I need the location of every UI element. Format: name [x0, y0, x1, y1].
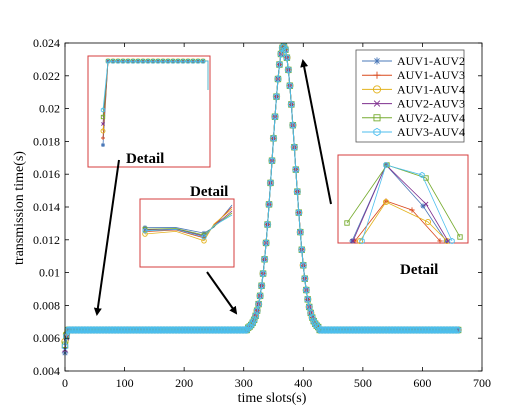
inset-series — [100, 58, 209, 113]
y-tick-label: 0.022 — [33, 69, 60, 83]
legend-label: AUV2-AUV3 — [397, 97, 465, 111]
x-tick-label: 300 — [235, 376, 253, 390]
legend-item: AUV2-AUV4 — [362, 111, 465, 125]
legend-item: AUV1-AUV4 — [362, 82, 465, 96]
y-tick-label: 0.01 — [39, 266, 60, 280]
detail-arrow-2 — [206, 271, 238, 315]
inset-series — [352, 198, 443, 244]
y-tick-label: 0.02 — [39, 102, 60, 116]
x-tick-label: 200 — [175, 376, 193, 390]
x-tick-label: 100 — [116, 376, 134, 390]
y-axis-label: transmission time(s) — [12, 151, 27, 265]
inset-series — [142, 214, 233, 240]
legend-item: AUV1-AUV3 — [362, 68, 465, 82]
x-axis-label: time slots(s) — [238, 391, 307, 406]
x-tick-label: 0 — [62, 376, 68, 390]
legend-item: AUV2-AUV3 — [362, 97, 465, 111]
y-tick-label: 0.006 — [33, 331, 60, 345]
inset-series — [344, 162, 463, 240]
detail-arrow-1 — [93, 159, 120, 316]
series-auv3-auv4 — [61, 42, 462, 351]
inset-series — [142, 208, 233, 244]
detail-arrow-3 — [300, 59, 332, 205]
legend-label: AUV1-AUV4 — [397, 82, 465, 96]
x-tick-label: 400 — [294, 376, 312, 390]
series-markers — [61, 42, 462, 351]
y-tick-label: 0.014 — [33, 200, 60, 214]
plot-area — [61, 42, 462, 357]
x-tick-label: 500 — [354, 376, 372, 390]
legend: AUV1-AUV2AUV1-AUV3AUV1-AUV4AUV2-AUV3AUV2… — [355, 49, 465, 143]
legend-label: AUV1-AUV2 — [397, 54, 465, 68]
y-tick-label: 0.016 — [33, 167, 60, 181]
inset-series — [359, 161, 455, 245]
legend-label: AUV1-AUV3 — [397, 68, 465, 82]
detail-inset-top-left — [87, 55, 211, 168]
legend-label: AUV3-AUV4 — [397, 125, 465, 139]
detail-label-1: Detail — [126, 151, 164, 167]
detail-inset-middle — [139, 198, 235, 268]
legend-item: AUV1-AUV2 — [362, 54, 465, 68]
y-tick-label: 0.024 — [33, 36, 60, 50]
y-tick-label: 0.018 — [33, 134, 60, 148]
legend-item: AUV3-AUV4 — [362, 125, 465, 139]
x-tick-label: 700 — [473, 376, 491, 390]
axes: 0 100 200 300 400 500 600 700 0.004 0.006 0.008 0.0… — [33, 36, 491, 390]
x-tick-label: 600 — [413, 376, 431, 390]
y-tick-label: 0.008 — [33, 298, 60, 312]
y-tick-label: 0.012 — [33, 233, 60, 247]
detail-label-3: Detail — [400, 262, 438, 278]
inset-series — [349, 162, 449, 244]
y-tick-label: 0.004 — [33, 364, 60, 378]
detail-label-2: Detail — [190, 184, 228, 200]
legend-label: AUV2-AUV4 — [397, 111, 465, 125]
detail-inset-right — [337, 154, 469, 245]
